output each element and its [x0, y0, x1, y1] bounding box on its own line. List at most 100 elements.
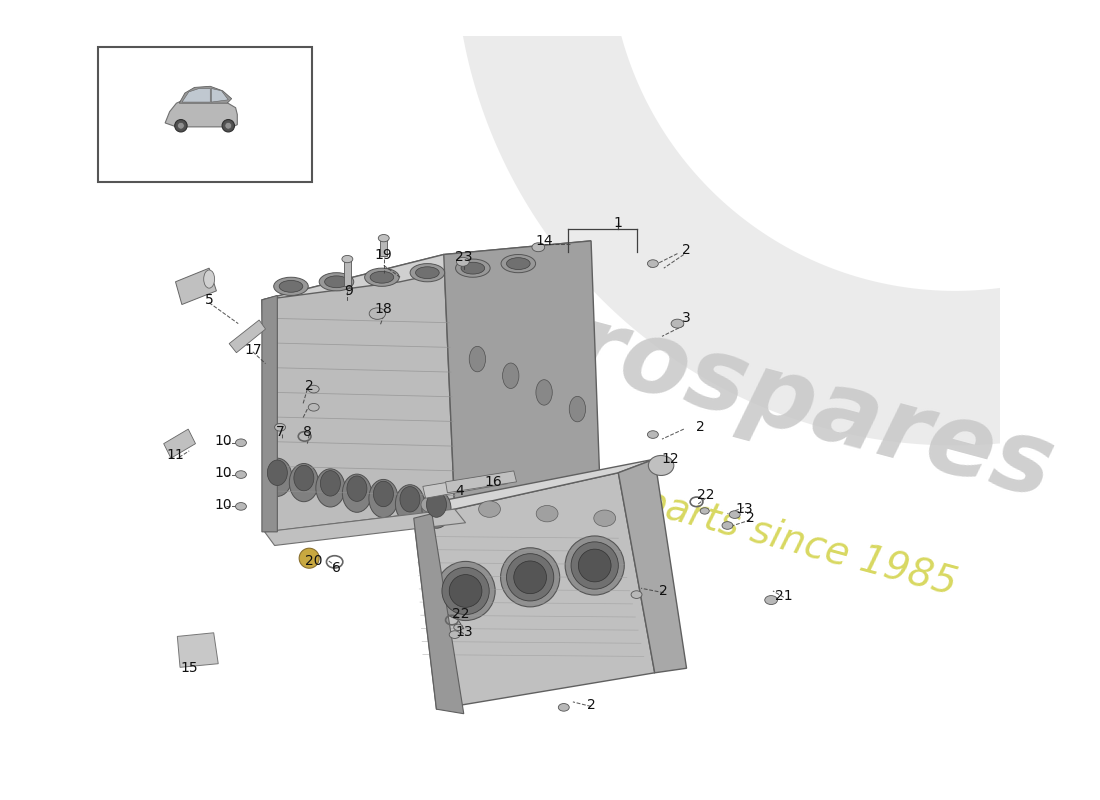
Polygon shape	[422, 473, 507, 498]
Ellipse shape	[478, 501, 500, 518]
Polygon shape	[265, 509, 465, 546]
Ellipse shape	[346, 476, 367, 502]
Polygon shape	[446, 471, 517, 493]
Ellipse shape	[470, 346, 485, 372]
Ellipse shape	[373, 482, 394, 506]
Text: 15: 15	[180, 662, 198, 675]
Polygon shape	[179, 86, 232, 103]
Ellipse shape	[500, 548, 560, 607]
Ellipse shape	[204, 270, 214, 288]
Ellipse shape	[648, 430, 659, 438]
Polygon shape	[414, 473, 654, 709]
Ellipse shape	[514, 561, 547, 594]
Text: 2: 2	[586, 698, 595, 712]
Ellipse shape	[235, 502, 246, 510]
Text: 2: 2	[746, 511, 755, 526]
Ellipse shape	[506, 554, 553, 601]
Ellipse shape	[410, 264, 444, 282]
Ellipse shape	[364, 268, 399, 286]
Polygon shape	[414, 459, 654, 518]
Ellipse shape	[722, 522, 733, 530]
Polygon shape	[454, 0, 1100, 446]
Polygon shape	[618, 459, 686, 673]
Ellipse shape	[308, 403, 319, 411]
Ellipse shape	[671, 319, 684, 328]
Polygon shape	[343, 259, 351, 286]
Text: 10: 10	[214, 466, 232, 480]
Polygon shape	[262, 241, 591, 300]
Ellipse shape	[461, 262, 485, 274]
Ellipse shape	[235, 470, 246, 478]
Polygon shape	[176, 268, 217, 305]
Ellipse shape	[422, 490, 451, 528]
Ellipse shape	[400, 486, 420, 512]
Ellipse shape	[275, 423, 286, 431]
Text: 23: 23	[455, 250, 473, 264]
Text: 7: 7	[276, 425, 285, 439]
Ellipse shape	[299, 548, 319, 568]
Text: 22: 22	[452, 606, 470, 621]
Ellipse shape	[454, 624, 463, 630]
Polygon shape	[262, 295, 277, 532]
Ellipse shape	[177, 122, 185, 129]
Ellipse shape	[279, 281, 302, 292]
Text: 16: 16	[485, 475, 503, 489]
Ellipse shape	[395, 485, 425, 523]
Ellipse shape	[267, 460, 287, 486]
Ellipse shape	[370, 271, 394, 283]
Ellipse shape	[648, 455, 674, 475]
Ellipse shape	[427, 492, 447, 518]
Text: 21: 21	[776, 589, 793, 602]
Ellipse shape	[500, 254, 536, 273]
Text: 2: 2	[696, 420, 705, 434]
Ellipse shape	[308, 386, 319, 393]
Polygon shape	[182, 89, 210, 102]
Ellipse shape	[416, 266, 439, 278]
Ellipse shape	[503, 363, 519, 389]
Text: 13: 13	[455, 625, 473, 639]
Ellipse shape	[316, 469, 345, 507]
Ellipse shape	[729, 510, 740, 518]
Ellipse shape	[594, 510, 616, 526]
Ellipse shape	[442, 567, 490, 614]
Text: 13: 13	[735, 502, 752, 516]
Text: 17: 17	[244, 343, 262, 357]
Text: 18: 18	[375, 302, 393, 316]
Ellipse shape	[648, 260, 659, 267]
Text: 20: 20	[305, 554, 322, 568]
Ellipse shape	[175, 119, 187, 132]
Text: 9: 9	[344, 284, 353, 298]
Ellipse shape	[436, 562, 495, 621]
Ellipse shape	[368, 479, 398, 518]
Ellipse shape	[378, 234, 389, 242]
Ellipse shape	[224, 122, 232, 129]
Text: 1: 1	[614, 216, 623, 230]
Ellipse shape	[294, 466, 313, 490]
Text: 22: 22	[697, 489, 714, 502]
Ellipse shape	[320, 470, 340, 496]
Polygon shape	[177, 633, 218, 667]
Ellipse shape	[324, 276, 349, 288]
Ellipse shape	[506, 258, 530, 270]
Ellipse shape	[274, 278, 308, 295]
Text: 5: 5	[205, 293, 213, 307]
Text: 2: 2	[659, 584, 668, 598]
Polygon shape	[165, 98, 238, 127]
Polygon shape	[443, 241, 601, 509]
Text: a passion for parts since 1985: a passion for parts since 1985	[384, 414, 961, 603]
Ellipse shape	[289, 463, 318, 502]
Ellipse shape	[370, 308, 386, 319]
Text: 2: 2	[682, 243, 691, 257]
Ellipse shape	[455, 259, 491, 278]
Ellipse shape	[235, 439, 246, 446]
Text: 8: 8	[302, 425, 311, 439]
Text: 14: 14	[535, 234, 552, 248]
Ellipse shape	[536, 380, 552, 405]
Ellipse shape	[764, 595, 778, 605]
Ellipse shape	[579, 549, 612, 582]
Ellipse shape	[222, 119, 234, 132]
Ellipse shape	[342, 255, 353, 262]
Text: 3: 3	[682, 311, 691, 325]
Text: 12: 12	[661, 452, 679, 466]
Ellipse shape	[319, 273, 354, 291]
